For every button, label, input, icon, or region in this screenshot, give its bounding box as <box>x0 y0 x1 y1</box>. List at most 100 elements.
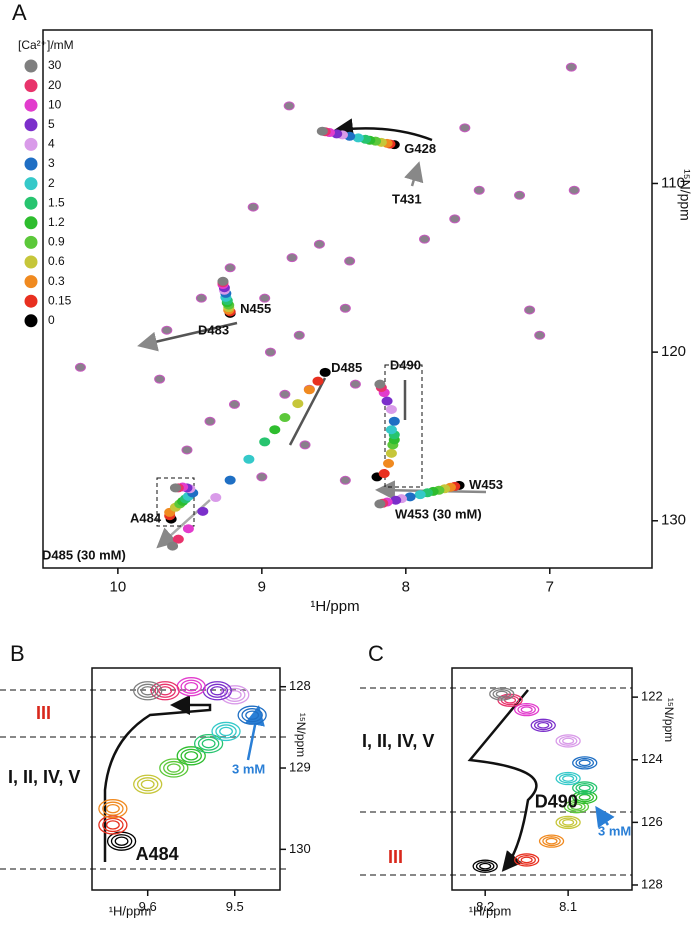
peak <box>279 413 291 423</box>
peak-contour <box>169 483 181 493</box>
contour <box>184 682 199 692</box>
legend-label: 30 <box>48 58 62 72</box>
annotation: W453 (30 mM) <box>395 506 482 521</box>
peak <box>374 379 386 389</box>
residue-label: A484 <box>130 511 162 526</box>
contour <box>136 777 159 792</box>
x-tick-label: 9 <box>258 578 266 595</box>
contour <box>537 721 550 729</box>
peak-contour <box>259 437 271 447</box>
peak <box>154 374 166 384</box>
x-tick-label: 10 <box>110 578 127 595</box>
contour <box>562 737 575 745</box>
contour <box>184 751 199 761</box>
contour <box>555 734 581 748</box>
contour <box>492 689 512 699</box>
contour <box>562 775 575 782</box>
peak <box>534 330 546 340</box>
peak-contour <box>176 677 206 697</box>
peak <box>279 389 291 399</box>
contour <box>166 763 181 773</box>
peak-contour <box>312 376 324 386</box>
peak <box>181 445 193 455</box>
contour <box>479 862 492 870</box>
legend-label: 0.3 <box>48 274 65 288</box>
contour <box>530 718 556 732</box>
contour <box>572 790 598 804</box>
peak-contour <box>555 771 581 786</box>
peak-contour <box>414 490 426 500</box>
contour <box>570 803 583 811</box>
x-tick-label: 7 <box>546 578 554 595</box>
contour <box>102 817 124 833</box>
legend-label: 0.15 <box>48 293 72 307</box>
panel-label: A <box>12 0 27 25</box>
peak <box>224 263 236 273</box>
peak-contour <box>381 396 393 406</box>
peak-contour <box>202 681 232 701</box>
contour <box>533 720 553 731</box>
peak-contour <box>572 781 598 795</box>
peak <box>568 185 580 195</box>
peak-contour <box>385 425 397 435</box>
contour <box>495 690 508 698</box>
contour <box>140 686 155 696</box>
peak <box>419 234 431 244</box>
guides <box>0 687 632 876</box>
contour <box>563 800 590 814</box>
legend-swatch <box>24 59 38 73</box>
contour <box>572 781 598 795</box>
x-tick-label: 9.6 <box>139 899 157 914</box>
peak <box>264 347 276 357</box>
peak <box>385 404 397 414</box>
contour <box>578 793 591 801</box>
x-tick-label: 8 <box>402 578 410 595</box>
peak-contour <box>555 734 581 748</box>
contour <box>555 815 581 830</box>
peak-contour <box>150 681 180 701</box>
legend-label: 0 <box>48 313 55 327</box>
legend-swatch <box>24 137 38 151</box>
peak <box>524 305 536 315</box>
peaks <box>98 677 267 851</box>
x-axis-label: ¹H/ppm <box>109 903 152 918</box>
annotation: D485 (30 mM) <box>42 547 126 562</box>
peak-contour <box>172 534 184 544</box>
peak-contour <box>316 126 328 136</box>
annotation: I, II, IV, V <box>362 731 434 751</box>
legend-swatch <box>24 157 38 171</box>
contour <box>150 681 180 701</box>
legend-swatch <box>24 235 38 249</box>
y-tick-label: 110 <box>661 174 685 191</box>
contour <box>98 815 128 835</box>
peak-contour <box>538 834 565 848</box>
contour <box>176 746 206 766</box>
legend-swatch <box>24 118 38 132</box>
peak-contour <box>167 541 179 551</box>
contour <box>180 679 202 694</box>
peak <box>182 524 194 534</box>
contour <box>578 759 591 767</box>
peaks <box>472 687 598 873</box>
peak <box>243 454 255 464</box>
contour <box>572 756 598 770</box>
contour <box>210 686 225 696</box>
residue-label: A484 <box>136 844 179 864</box>
peak <box>247 202 259 212</box>
contour <box>578 784 591 792</box>
peak-contour <box>176 746 206 766</box>
contour <box>206 683 229 698</box>
y-tick-label: 122 <box>641 689 663 704</box>
contour <box>215 724 237 739</box>
peak <box>378 469 390 479</box>
annotation: T431 <box>392 191 422 206</box>
contour <box>201 738 216 749</box>
contour <box>475 861 495 872</box>
y-axis-label: ¹⁵N/ppm <box>662 698 676 742</box>
contour <box>241 708 263 723</box>
peak-contour <box>489 687 515 701</box>
contour <box>567 801 586 812</box>
y-tick-label: 130 <box>289 841 311 856</box>
contour <box>158 686 173 696</box>
peak <box>74 362 86 372</box>
